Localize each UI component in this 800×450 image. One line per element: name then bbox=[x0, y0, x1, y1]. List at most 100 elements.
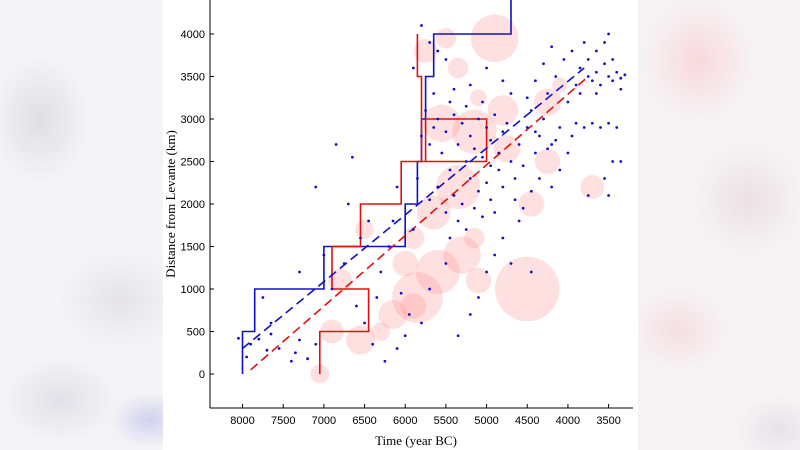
data-point-55 bbox=[436, 185, 440, 189]
series-red-regression bbox=[250, 75, 589, 371]
data-point-42 bbox=[460, 121, 464, 125]
data-point-76 bbox=[529, 109, 533, 112]
bubble-26 bbox=[371, 322, 391, 341]
data-point-39 bbox=[448, 168, 452, 172]
data-point-84 bbox=[562, 58, 566, 61]
bubble-3 bbox=[447, 57, 469, 79]
data-point-152 bbox=[432, 92, 436, 95]
data-point-94 bbox=[603, 62, 606, 66]
data-point-142 bbox=[468, 83, 472, 87]
bubble-22 bbox=[391, 272, 443, 323]
data-point-36 bbox=[436, 117, 440, 121]
data-point-73 bbox=[517, 143, 521, 146]
data-point-43 bbox=[464, 160, 468, 163]
data-point-126 bbox=[509, 262, 513, 265]
data-point-80 bbox=[546, 92, 549, 95]
data-point-124 bbox=[468, 313, 472, 316]
data-point-160 bbox=[546, 147, 549, 151]
data-point-56 bbox=[444, 211, 448, 214]
bubble-8 bbox=[452, 109, 497, 154]
y-tick-label-3000: 3000 bbox=[181, 114, 205, 126]
y-tick-label-3500: 3500 bbox=[181, 72, 205, 84]
data-point-96 bbox=[611, 79, 615, 83]
data-point-81 bbox=[550, 143, 554, 146]
data-point-157 bbox=[513, 198, 517, 202]
data-point-140 bbox=[444, 58, 448, 61]
data-point-112 bbox=[586, 194, 590, 197]
y-tick-label-4000: 4000 bbox=[181, 29, 205, 41]
data-point-147 bbox=[533, 79, 537, 83]
data-point-29 bbox=[407, 313, 411, 316]
data-point-105 bbox=[615, 126, 619, 129]
bubble-6 bbox=[533, 88, 562, 116]
data-point-67 bbox=[489, 198, 493, 202]
data-point-133 bbox=[383, 359, 387, 363]
data-point-137 bbox=[359, 236, 362, 240]
data-point-110 bbox=[611, 160, 615, 163]
x-tick-label-4000: 4000 bbox=[556, 415, 580, 427]
bubble-19 bbox=[392, 250, 418, 277]
bubble-10 bbox=[493, 135, 521, 163]
data-point-127 bbox=[529, 270, 533, 274]
data-point-5 bbox=[269, 332, 273, 336]
data-point-161 bbox=[554, 138, 558, 142]
bubble-24 bbox=[400, 293, 427, 319]
data-point-164 bbox=[586, 58, 590, 61]
x-tick-label-8000: 8000 bbox=[230, 415, 254, 427]
bubble-layer bbox=[310, 14, 605, 384]
bubble-4 bbox=[469, 89, 487, 107]
x-tick-label-5000: 5000 bbox=[474, 415, 498, 427]
data-point-1 bbox=[245, 355, 249, 359]
data-point-138 bbox=[436, 49, 440, 53]
data-point-149 bbox=[550, 45, 554, 49]
data-point-8 bbox=[294, 351, 297, 355]
data-point-59 bbox=[456, 219, 460, 223]
data-point-119 bbox=[517, 219, 521, 223]
data-point-101 bbox=[603, 41, 606, 44]
data-point-107 bbox=[582, 126, 586, 129]
data-point-139 bbox=[428, 41, 432, 44]
data-point-37 bbox=[440, 151, 444, 155]
data-point-22 bbox=[363, 321, 366, 325]
data-point-148 bbox=[542, 62, 545, 66]
bubble-16 bbox=[402, 226, 425, 250]
y-tick-label-500: 500 bbox=[187, 327, 205, 339]
data-point-50 bbox=[493, 113, 497, 117]
data-point-134 bbox=[375, 296, 379, 299]
data-point-20 bbox=[342, 262, 346, 265]
x-tick-label-6500: 6500 bbox=[352, 415, 376, 427]
data-point-121 bbox=[493, 253, 497, 257]
data-point-35 bbox=[432, 126, 436, 129]
data-point-23 bbox=[371, 342, 375, 346]
data-point-53 bbox=[505, 121, 509, 125]
data-point-17 bbox=[350, 155, 354, 159]
blurred-background-right bbox=[638, 0, 800, 450]
data-point-58 bbox=[452, 194, 456, 197]
data-point-28 bbox=[399, 291, 403, 295]
data-point-41 bbox=[456, 143, 460, 146]
data-point-9 bbox=[298, 338, 301, 342]
data-point-156 bbox=[489, 164, 493, 168]
data-point-113 bbox=[619, 160, 623, 163]
data-point-49 bbox=[489, 138, 493, 142]
bubble-11 bbox=[534, 148, 561, 175]
data-point-154 bbox=[464, 104, 468, 108]
data-point-163 bbox=[578, 92, 582, 95]
x-axis-title: Time (year BC) bbox=[375, 433, 457, 448]
data-point-45 bbox=[472, 147, 476, 151]
data-point-103 bbox=[599, 126, 602, 129]
data-point-143 bbox=[485, 66, 488, 70]
data-point-51 bbox=[497, 151, 501, 155]
data-point-87 bbox=[574, 83, 578, 87]
blurred-background-left bbox=[0, 0, 163, 450]
data-point-106 bbox=[590, 121, 594, 125]
data-point-16 bbox=[334, 143, 338, 146]
x-tick-label-4500: 4500 bbox=[515, 415, 539, 427]
bubble-21 bbox=[465, 267, 492, 294]
y-tick-label-0: 0 bbox=[199, 369, 205, 381]
data-point-91 bbox=[590, 79, 594, 83]
bubble-1 bbox=[470, 14, 519, 63]
data-point-150 bbox=[411, 66, 415, 70]
data-point-167 bbox=[619, 87, 623, 91]
data-point-104 bbox=[607, 121, 610, 125]
